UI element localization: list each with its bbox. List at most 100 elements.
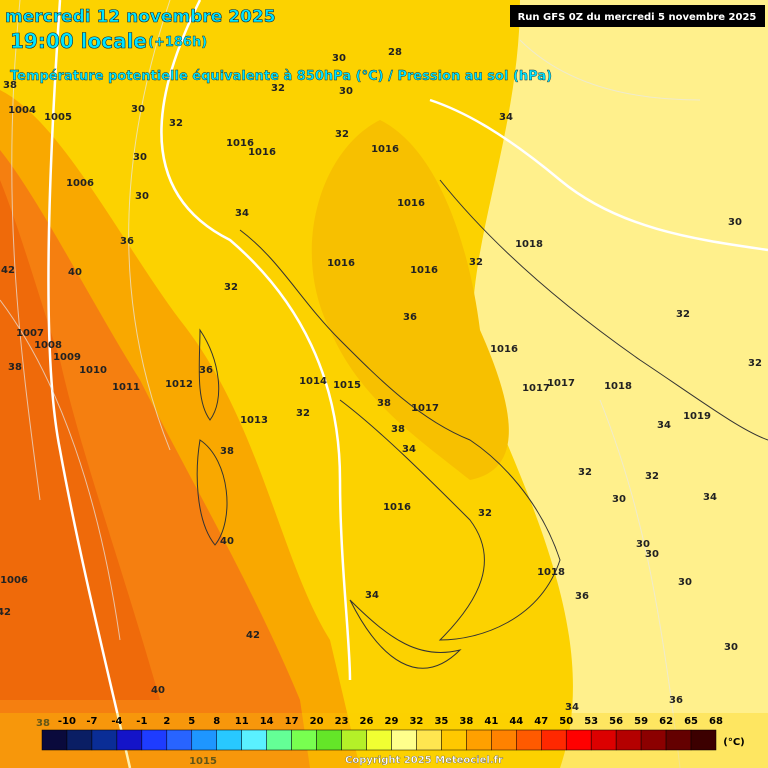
- map-label: 1017: [411, 403, 439, 414]
- coastline: [196, 179, 768, 669]
- legend-swatch: [291, 729, 317, 751]
- legend-swatch: [441, 729, 467, 751]
- legend-swatch: [66, 729, 93, 751]
- legend-swatch: [491, 729, 517, 751]
- map-label: 42: [246, 630, 260, 641]
- legend-label: 20: [310, 716, 324, 727]
- legend-swatch: [41, 729, 68, 751]
- legend-label: 17: [285, 716, 299, 727]
- legend-label: 47: [534, 716, 548, 727]
- map-label: 1016: [248, 147, 276, 158]
- legend-label: 41: [484, 716, 498, 727]
- legend-label: 62: [659, 716, 673, 727]
- map-label: 1018: [515, 239, 543, 250]
- legend-swatch: [391, 729, 417, 751]
- legend-label: 23: [335, 716, 349, 727]
- legend-swatch: [341, 729, 367, 751]
- map-label: 34: [499, 112, 513, 123]
- map-label: 1010: [79, 365, 107, 376]
- legend-label: -1: [136, 716, 147, 727]
- map-label: 32: [645, 471, 659, 482]
- map-label: 30: [728, 217, 742, 228]
- legend-label: 26: [360, 716, 374, 727]
- map-label: 32: [676, 309, 690, 320]
- map-label: 1008: [34, 340, 62, 351]
- map-label: 36: [120, 236, 134, 247]
- legend-label: 2: [163, 716, 170, 727]
- map-label: 1016: [226, 138, 254, 149]
- legend-swatch: [166, 729, 193, 751]
- map-label: 30: [133, 152, 147, 163]
- date: mercredi 12 novembre 2025: [5, 7, 276, 27]
- legend-swatch: [366, 729, 392, 751]
- map-label: 38: [8, 362, 22, 373]
- legend-unit: (°C): [723, 737, 744, 748]
- map-label: 32: [469, 257, 483, 268]
- map-label: 36: [575, 591, 589, 602]
- legend-label: 35: [434, 716, 448, 727]
- map-label: 1016: [490, 344, 518, 355]
- map-label: 1015: [189, 756, 217, 767]
- legend-swatch: [116, 729, 143, 751]
- legend-label: 32: [409, 716, 423, 727]
- map-label: 1004: [8, 105, 36, 116]
- map-label: 32: [748, 358, 762, 369]
- legend-label: -10: [58, 716, 76, 727]
- map-label: 1006: [0, 575, 28, 586]
- map-label: 1016: [383, 502, 411, 513]
- legend-swatch: [466, 729, 492, 751]
- legend-label: 68: [709, 716, 723, 727]
- legend-swatch: [416, 729, 442, 751]
- legend-swatch: [665, 729, 692, 751]
- cool-area: [472, 0, 768, 768]
- legend-label: 38: [459, 716, 473, 727]
- legend-swatch: [216, 729, 242, 751]
- legend-label: 65: [684, 716, 698, 727]
- legend-label: 53: [584, 716, 598, 727]
- legend-swatch: [615, 729, 642, 751]
- map-label: 1007: [16, 328, 44, 339]
- map-label: 1009: [53, 352, 81, 363]
- map-label: 1018: [537, 567, 565, 578]
- map-label: 30: [678, 577, 692, 588]
- map-label: 36: [669, 695, 683, 706]
- legend-swatch: [241, 729, 267, 751]
- map-label: 1012: [165, 379, 193, 390]
- map-label: 1015: [333, 380, 361, 391]
- map-label: 30: [339, 86, 353, 97]
- map-label: 34: [365, 590, 379, 601]
- map-label: 28: [388, 47, 402, 58]
- legend-swatch: [141, 729, 168, 751]
- legend-label: 50: [559, 716, 573, 727]
- map-label: 32: [169, 118, 183, 129]
- isobar-thin: [0, 0, 701, 768]
- map-label: 32: [271, 83, 285, 94]
- map-label: 40: [68, 267, 82, 278]
- map-label: 30: [131, 104, 145, 115]
- map-label: 32: [296, 408, 310, 419]
- map-label: 1017: [547, 378, 575, 389]
- map-labels: 1004100530321006303010161016323028303234…: [0, 47, 762, 767]
- legend-swatch: [690, 729, 717, 751]
- map-label: 30: [724, 642, 738, 653]
- legend-swatch: [316, 729, 342, 751]
- legend-label: 56: [609, 716, 623, 727]
- map-label: 30: [135, 191, 149, 202]
- map-label: 1014: [299, 376, 327, 387]
- map-label: 1011: [112, 382, 140, 393]
- map-label: 1005: [44, 112, 72, 123]
- map-label: 32: [224, 282, 238, 293]
- legend: -10 -7 -4 -1 2 5 8 11 14 17 20 23 26 29 32 35 38 41 44 47 50…: [41, 716, 723, 751]
- map-label: 1016: [410, 265, 438, 276]
- legend-label: 59: [634, 716, 648, 727]
- legend-swatch: [266, 729, 292, 751]
- map-label: 34: [703, 492, 717, 503]
- legend-label: 14: [260, 716, 274, 727]
- map-label: 38: [36, 718, 50, 729]
- map-label: 42: [1, 265, 15, 276]
- map-label: 38: [391, 424, 405, 435]
- map-label: 38: [3, 80, 17, 91]
- map-label: 40: [151, 685, 165, 696]
- map-label: 34: [402, 444, 416, 455]
